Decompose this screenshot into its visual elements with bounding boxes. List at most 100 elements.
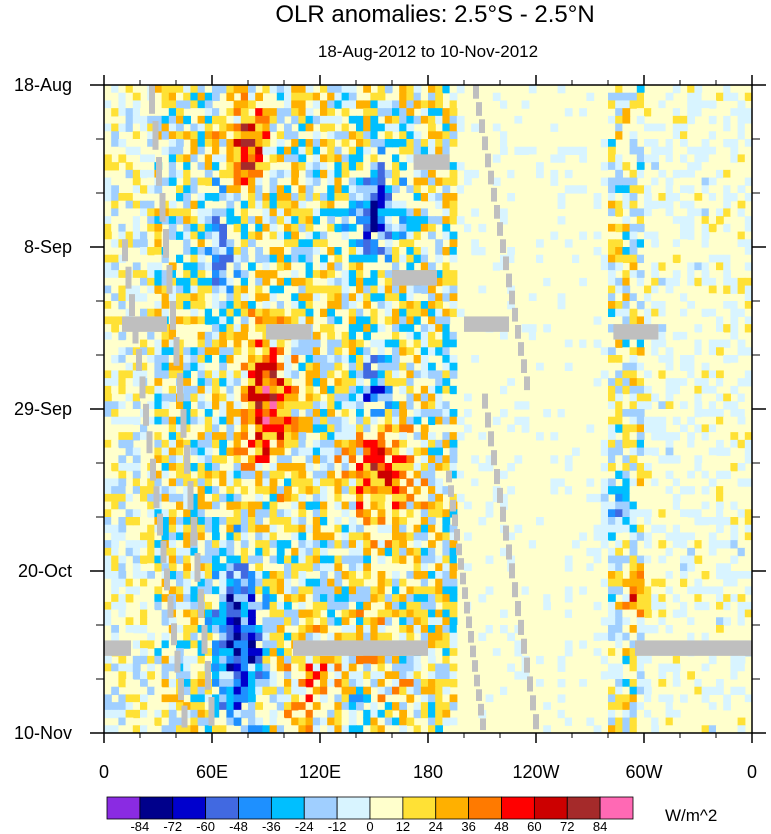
field-cell bbox=[701, 478, 710, 487]
field-cell bbox=[255, 517, 263, 526]
field-cell bbox=[701, 393, 710, 402]
field-cell bbox=[312, 655, 321, 665]
field-cell bbox=[744, 478, 752, 487]
field-cell bbox=[219, 617, 227, 626]
field-cell bbox=[176, 208, 184, 217]
field-cell bbox=[111, 463, 119, 472]
field-cell bbox=[550, 231, 559, 240]
field-cell bbox=[240, 470, 249, 480]
field-cell bbox=[276, 115, 285, 125]
field-cell bbox=[204, 393, 213, 402]
field-cell bbox=[622, 555, 631, 564]
field-cell bbox=[269, 216, 278, 225]
field-cell bbox=[384, 370, 393, 379]
field-cell bbox=[104, 123, 112, 132]
field-cell bbox=[226, 524, 235, 534]
field-cell bbox=[269, 509, 278, 518]
field-cell bbox=[716, 378, 724, 387]
field-cell bbox=[363, 424, 371, 433]
field-cell bbox=[485, 463, 494, 472]
field-cell bbox=[665, 655, 674, 665]
field-cell bbox=[694, 617, 703, 626]
field-cell bbox=[219, 424, 227, 433]
field-cell bbox=[622, 85, 631, 94]
field-cell bbox=[111, 409, 119, 418]
field-cell bbox=[579, 154, 587, 163]
field-cell bbox=[312, 632, 321, 642]
field-cell bbox=[190, 301, 199, 310]
field-cell bbox=[730, 277, 739, 287]
field-cell bbox=[269, 478, 278, 487]
field-cell bbox=[708, 401, 717, 410]
field-cell bbox=[730, 169, 739, 179]
field-cell bbox=[305, 555, 314, 564]
field-cell bbox=[399, 108, 407, 117]
field-cell bbox=[651, 578, 659, 588]
field-cell bbox=[636, 239, 645, 248]
field-cell bbox=[269, 293, 278, 302]
field-cell bbox=[341, 409, 350, 418]
field-cell bbox=[291, 571, 299, 580]
field-cell bbox=[579, 146, 587, 156]
field-cell bbox=[672, 162, 681, 171]
field-cell bbox=[737, 100, 746, 109]
field-cell bbox=[636, 524, 645, 534]
field-cell bbox=[312, 193, 321, 202]
field-cell bbox=[543, 493, 551, 503]
field-cell bbox=[730, 154, 739, 163]
field-cell bbox=[219, 416, 227, 426]
field-cell bbox=[564, 578, 573, 588]
field-cell bbox=[723, 509, 731, 518]
field-cell bbox=[341, 216, 350, 225]
field-cell bbox=[269, 285, 278, 294]
field-cell bbox=[550, 108, 559, 117]
field-cell bbox=[651, 517, 659, 526]
field-cell bbox=[176, 640, 184, 649]
field-cell bbox=[701, 223, 710, 233]
field-cell bbox=[449, 532, 458, 541]
field-cell bbox=[744, 285, 752, 294]
field-cell bbox=[406, 594, 415, 603]
field-cell bbox=[197, 524, 206, 534]
field-cell bbox=[255, 308, 263, 318]
field-cell bbox=[212, 432, 220, 441]
field-cell bbox=[701, 200, 710, 210]
field-cell bbox=[132, 370, 141, 379]
field-cell bbox=[622, 640, 631, 649]
field-cell bbox=[449, 131, 458, 140]
field-cell bbox=[219, 223, 227, 233]
field-cell bbox=[240, 555, 249, 564]
field-cell bbox=[327, 223, 335, 233]
field-cell bbox=[168, 571, 177, 580]
field-cell bbox=[600, 355, 609, 364]
field-cell bbox=[111, 370, 119, 379]
field-cell bbox=[190, 100, 199, 109]
field-cell bbox=[615, 555, 623, 564]
field-cell bbox=[636, 424, 645, 433]
field-cell bbox=[276, 139, 285, 148]
field-cell bbox=[701, 663, 710, 672]
field-cell bbox=[392, 193, 400, 202]
field-cell bbox=[320, 92, 328, 102]
field-cell bbox=[176, 632, 184, 642]
field-cell bbox=[384, 416, 393, 426]
field-cell bbox=[564, 455, 573, 464]
field-cell bbox=[212, 262, 220, 271]
field-cell bbox=[680, 563, 688, 572]
field-cell bbox=[320, 540, 328, 549]
field-cell bbox=[161, 463, 170, 472]
field-cell bbox=[543, 324, 551, 333]
field-cell bbox=[629, 154, 638, 163]
field-cell bbox=[420, 177, 429, 186]
field-cell bbox=[658, 231, 667, 240]
field-cell bbox=[168, 463, 177, 472]
field-cell bbox=[276, 640, 285, 649]
field-cell bbox=[305, 270, 314, 279]
field-cell bbox=[327, 563, 335, 572]
field-cell bbox=[284, 501, 292, 510]
field-cell bbox=[168, 370, 177, 379]
field-cell bbox=[370, 493, 379, 503]
field-cell bbox=[629, 671, 638, 680]
field-cell bbox=[406, 247, 415, 256]
field-cell bbox=[183, 493, 191, 503]
